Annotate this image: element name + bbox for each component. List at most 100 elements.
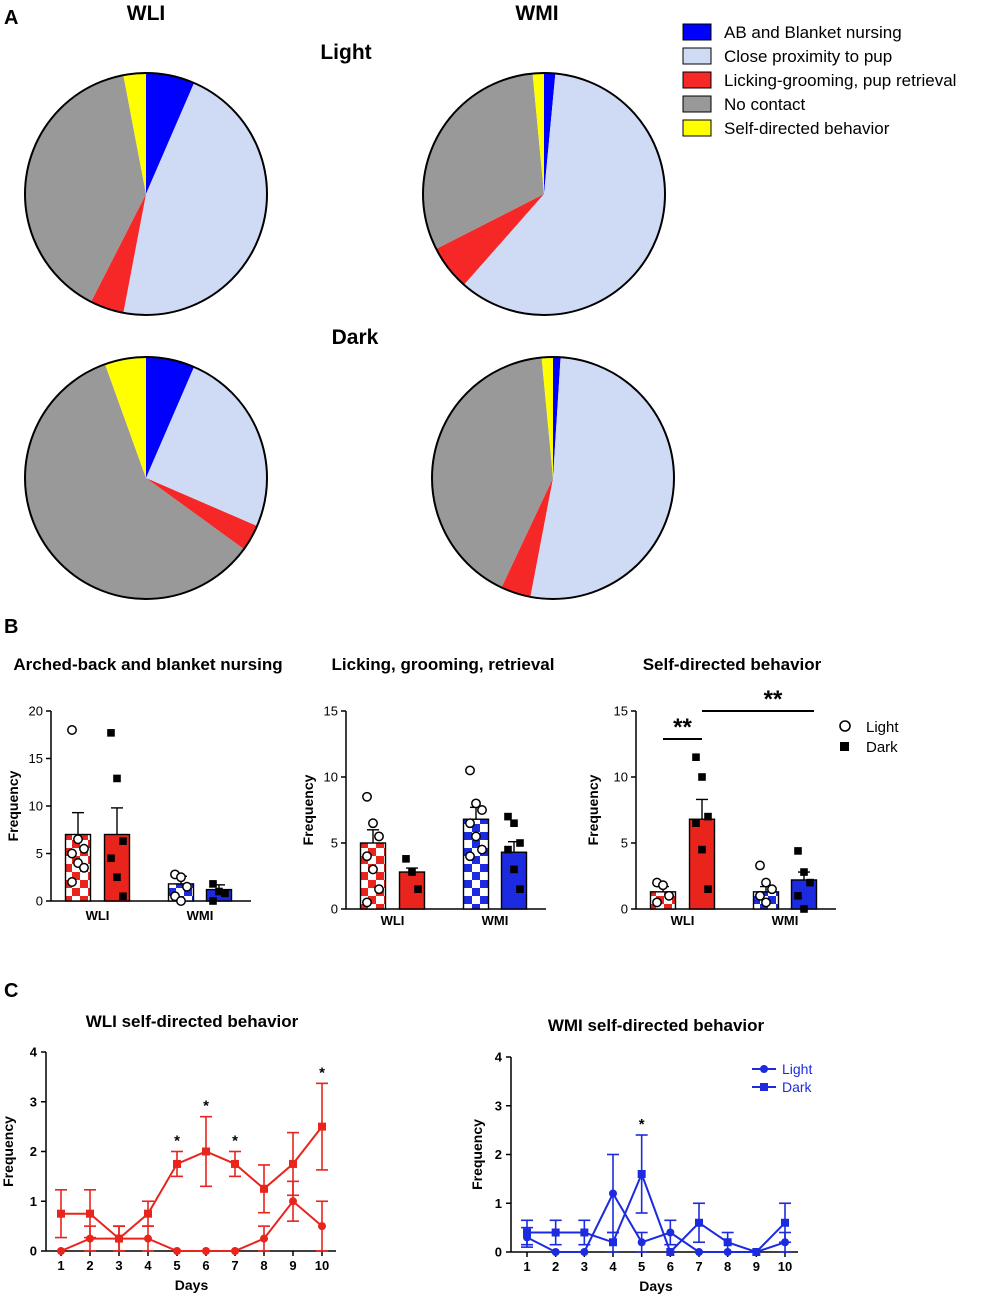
data-point-light <box>471 798 481 809</box>
data-point-dark <box>119 892 127 901</box>
data-point-dark <box>666 1248 675 1256</box>
pie-slice-licking <box>436 194 544 285</box>
y-axis-label: Frequency <box>300 774 316 845</box>
data-point-light <box>362 851 372 862</box>
bar-chart-nursing: Arched-back and blanket nursing 0 5 10 15 20 F… <box>5 655 283 923</box>
data-point-dark <box>510 819 518 827</box>
data-point-dark <box>794 892 802 900</box>
data-point-light <box>86 1234 94 1243</box>
data-point-light <box>471 831 481 842</box>
x-tick-label: 1 <box>523 1259 530 1274</box>
data-point-light <box>202 1247 210 1255</box>
y-tick-label: 15 <box>324 704 338 719</box>
data-point-light <box>176 896 186 906</box>
data-point-light <box>652 897 662 908</box>
pie-slice-nocontact <box>25 75 147 302</box>
legend-dark-marker <box>840 742 849 751</box>
data-point-light <box>609 1189 617 1198</box>
data-point-dark <box>523 1228 531 1237</box>
data-point-light <box>362 897 372 908</box>
legend-label-nursing: AB and Blanket nursing <box>724 23 902 42</box>
y-tick-label: 15 <box>614 704 628 719</box>
data-point-dark <box>637 1170 646 1178</box>
data-point-dark <box>202 1147 210 1156</box>
x-tick-label: 2 <box>86 1258 93 1273</box>
data-point-light <box>144 1234 152 1243</box>
significance-star: * <box>319 1064 325 1081</box>
y-tick-label: 0 <box>621 902 628 917</box>
data-point-dark <box>231 1159 239 1168</box>
data-point-light <box>767 884 777 895</box>
line-legend-light-marker <box>760 1065 768 1073</box>
pie-outline <box>422 72 666 316</box>
data-point-light <box>664 890 674 901</box>
data-point-dark <box>752 1248 761 1256</box>
pie-slice-licking <box>91 194 146 313</box>
data-point-dark <box>806 878 814 887</box>
data-point-light <box>755 890 765 901</box>
bar-chart-title: Arched-back and blanket nursing <box>13 655 282 674</box>
data-point-light <box>761 897 771 908</box>
data-point-light <box>637 1238 646 1247</box>
bar-chart-title: Licking, grooming, retrieval <box>332 655 555 674</box>
legend-swatch-nursing <box>682 23 712 41</box>
legend-label-self: Self-directed behavior <box>724 119 890 138</box>
data-point-light <box>260 1234 268 1243</box>
pie-outline <box>431 356 675 600</box>
x-tick-label: 9 <box>289 1258 296 1273</box>
data-point-dark <box>113 873 121 882</box>
pie-slice-proximity <box>123 82 268 316</box>
y-tick-label: 0 <box>36 894 43 909</box>
data-point-dark <box>504 812 512 821</box>
x-tick-label: 5 <box>638 1259 645 1274</box>
data-point-dark <box>113 774 121 783</box>
data-point-dark <box>408 868 416 876</box>
data-point-light <box>755 860 765 871</box>
line-legend: Light Dark <box>752 1061 813 1095</box>
y-tick-label: 4 <box>495 1050 503 1065</box>
bar-wli_light <box>359 842 387 910</box>
group-label-wli: WLI <box>381 913 405 928</box>
x-tick-label: 8 <box>260 1258 267 1273</box>
pie-header-light: Light <box>320 41 371 64</box>
data-point-dark <box>695 1218 703 1227</box>
pie-header-wli: WLI <box>127 2 165 25</box>
pie-slice-nursing <box>146 357 195 478</box>
pie-outline <box>24 356 268 600</box>
significance-star: * <box>232 1133 238 1150</box>
data-point-dark <box>173 1159 181 1168</box>
data-point-dark <box>794 847 802 855</box>
y-tick-label: 3 <box>30 1094 37 1109</box>
x-tick-label: 10 <box>315 1258 329 1273</box>
legend-swatch-licking <box>682 71 712 89</box>
pie-slice-nursing <box>553 357 561 478</box>
y-tick-label: 3 <box>495 1098 502 1113</box>
significance-star: * <box>639 1116 645 1133</box>
data-point-dark <box>723 1238 732 1247</box>
line-legend-dark-marker <box>760 1083 768 1091</box>
data-point-dark <box>800 905 808 913</box>
data-point-dark <box>402 855 410 863</box>
pie-slice-nocontact <box>432 357 553 588</box>
data-point-dark <box>318 1122 326 1131</box>
data-point-dark <box>551 1228 560 1237</box>
data-point-light <box>477 844 487 855</box>
pie-slice-self <box>541 357 553 478</box>
data-point-light <box>761 877 771 888</box>
data-point-dark <box>516 885 524 893</box>
pie-header-wmi: WMI <box>515 2 558 25</box>
data-point-light <box>695 1248 703 1256</box>
legend-swatch-proximity <box>682 47 712 65</box>
group-label-wli: WLI <box>86 908 110 923</box>
data-point-dark <box>580 1228 589 1237</box>
significance-label: ** <box>673 714 692 741</box>
data-point-dark <box>86 1209 94 1218</box>
data-point-light <box>477 805 487 815</box>
bar-legend-light: Light <box>866 719 899 736</box>
bar-chart-title: Self-directed behavior <box>643 655 822 674</box>
data-point-dark <box>209 897 217 905</box>
series-line-light <box>60 1199 323 1252</box>
series-line-dark <box>61 1125 323 1240</box>
panel-label-c: C <box>4 980 18 1002</box>
data-point-dark <box>57 1209 65 1218</box>
